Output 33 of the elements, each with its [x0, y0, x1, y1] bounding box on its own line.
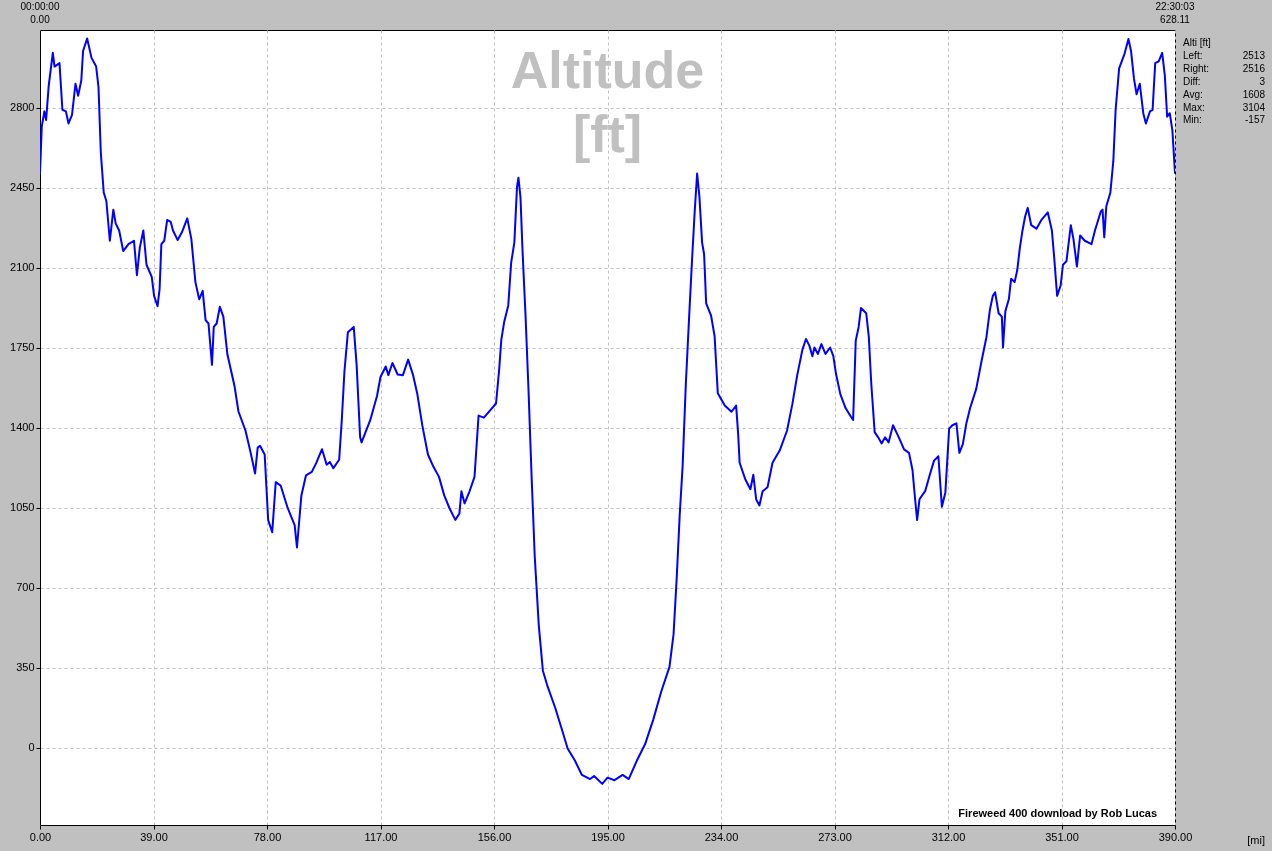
text: Alti [ft] [1183, 37, 1211, 48]
x-tick-label: 351.00 [1045, 830, 1079, 843]
annotation: Fireweed 400 download by Rob Lucas [958, 807, 1157, 819]
x-tick-label: 234.00 [704, 830, 739, 843]
y-tick-label: 1050 [10, 501, 35, 514]
y-tick-label: 350 [16, 661, 35, 674]
text: 22:30:03 628.11 [1155, 1, 1195, 25]
y-tick-label: 2800 [10, 101, 35, 114]
y-tick-label: 1750 [10, 341, 35, 354]
x-tick-label: 390.00 [1158, 830, 1193, 843]
x-tick-label: 117.00 [364, 830, 398, 843]
line-series [40, 37, 1175, 785]
text: Right: 2516 [1183, 62, 1265, 74]
y-tick-label: 700 [16, 581, 35, 594]
text: 00:00:00 0.00 [20, 1, 60, 25]
text: [mi] [1247, 834, 1265, 846]
x-tick-label: 312.00 [931, 830, 966, 843]
x-tick-label: 39.00 [140, 830, 168, 843]
y-tick-label: 2450 [10, 181, 35, 194]
text: Left: 2513 [1183, 49, 1265, 61]
text: Altitude [ft] [510, 41, 705, 163]
y-tick-label: 1400 [10, 421, 35, 434]
x-tick-label: 195.00 [591, 830, 625, 843]
y-tick-label: 0 [28, 741, 35, 754]
text: Avg: 1608 [1183, 88, 1265, 100]
x-tick-label: 156.00 [477, 830, 512, 843]
text: Diff: 3 [1183, 75, 1265, 87]
x-tick-label: 78.00 [253, 830, 282, 843]
x-tick-label: 0.00 [29, 830, 52, 843]
text: Max: 3104 [1183, 101, 1265, 113]
y-tick-label: 2100 [10, 261, 35, 274]
x-tick-label: 273.00 [818, 830, 852, 843]
text: Min: -157 [1183, 114, 1265, 126]
